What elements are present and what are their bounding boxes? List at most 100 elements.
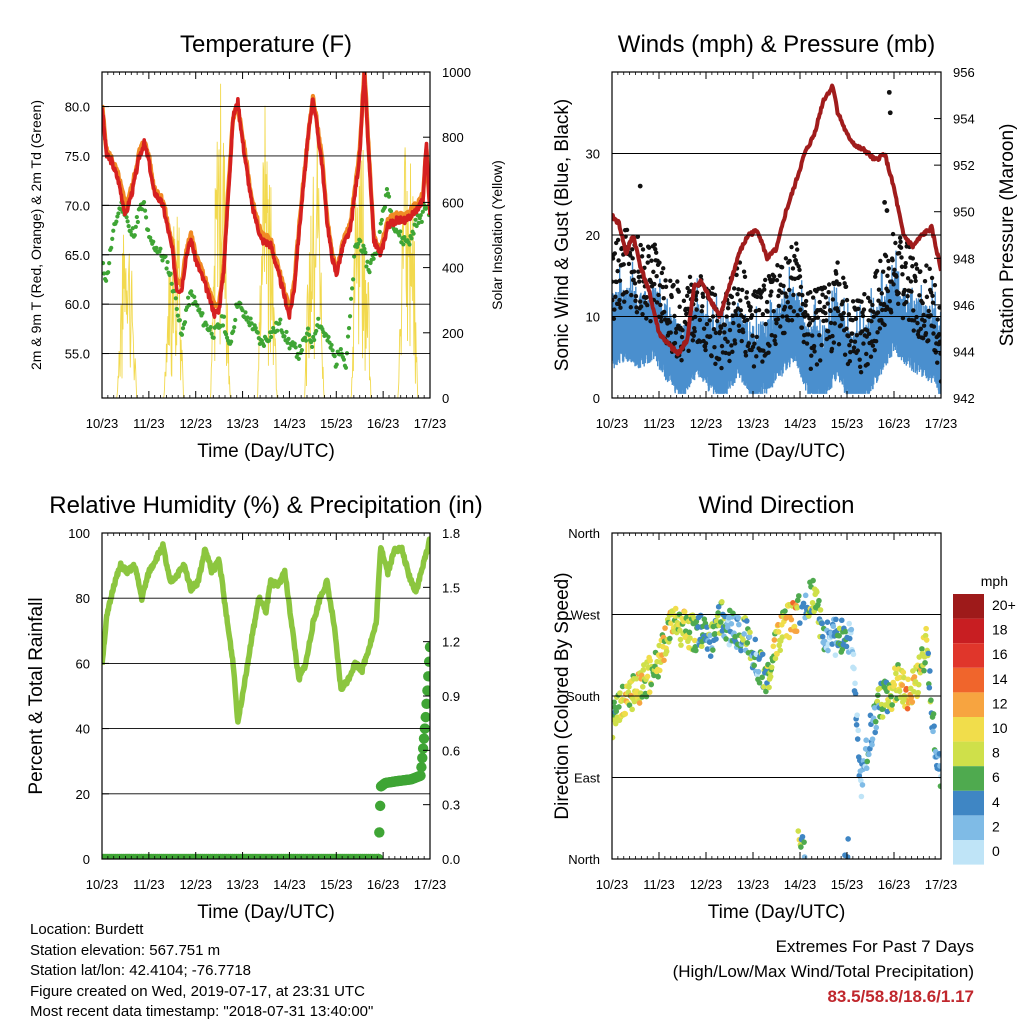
gust-point [628,305,633,310]
x-axis-label: Time (Day/UTC) [708,441,846,462]
direction-point [693,647,699,654]
gust-point [722,322,727,328]
gust-point [649,258,654,263]
dewpoint-point [182,320,188,325]
gust-point [633,298,638,304]
gust-point [812,349,817,354]
gust-point [885,273,890,278]
gust-point [712,292,718,297]
direction-point [871,705,878,711]
dewpoint-point [175,313,180,318]
gust-point [920,300,925,306]
gust-point [810,333,815,338]
y-tick-label: 80 [76,591,90,606]
gust-point [891,282,896,287]
dewpoint-point [187,302,192,308]
direction-point [893,670,899,677]
direction-point [839,646,846,653]
gust-point [713,361,718,367]
gust-point [668,330,673,335]
gust-point [897,235,903,241]
gust-point [709,353,714,359]
dewpoint-point [174,306,179,312]
dewpoint-point [165,259,170,265]
gust-point [803,303,808,308]
precip-point [420,711,430,723]
dewpoint-point [160,258,165,263]
x-tick-label: 15/23 [320,416,353,431]
gust-point [887,299,892,304]
colorbar-swatch [953,815,984,840]
dewpoint-point [126,224,131,229]
dewpoint-point [197,307,202,312]
y2-tick-label: 956 [953,65,975,80]
colorbar-swatch [953,692,984,717]
direction-point [612,699,617,706]
dewpoint-point [125,219,130,224]
direction-point [923,637,930,643]
solar-insolation-line [102,83,430,398]
direction-point [866,751,872,758]
gust-point [671,282,676,288]
gust-point [779,290,784,295]
gust-point [842,281,847,286]
y-axis-label-left: 2m & 9m T (Red, Orange) & 2m Td (Green) [28,100,44,370]
gust-point [843,284,849,289]
data-layer [612,83,941,394]
dewpoint-point [352,254,357,259]
gust-point [645,303,650,308]
dewpoint-point [177,318,182,323]
gust-point [852,339,858,344]
y2-tick-label: 942 [953,391,975,406]
gust-point [711,326,717,332]
y-tick-label: North [568,852,600,867]
gust-point [832,321,837,326]
gust-point [825,301,830,306]
direction-point [925,650,932,657]
y2-tick-label: 950 [953,205,975,220]
gust-point [659,270,665,276]
gust-point [871,309,876,315]
gust-point [782,304,788,310]
direction-point [905,676,911,683]
direction-point [797,620,803,626]
dewpoint-point [141,199,147,205]
gust-point [808,290,813,295]
gust-point [712,344,717,350]
gust-point [896,301,901,307]
direction-point [928,697,934,703]
x-tick-label: 14/23 [784,416,817,431]
dewpoint-point [398,229,403,234]
colorbar-swatch [953,618,984,644]
direction-point [814,589,820,595]
dewpoint-point [363,250,368,255]
dewpoint-point [420,209,425,214]
gust-point [773,341,778,347]
gust-point [775,317,781,322]
y2-tick-label: 954 [953,112,975,127]
direction-point [743,618,750,624]
gust-point [685,285,690,291]
gust-point [859,329,865,334]
gust-point [739,338,744,344]
direction-point [809,599,816,606]
gust-point [854,332,860,338]
gust-point [673,330,679,335]
dewpoint-point [367,269,372,275]
gust-point [765,309,770,314]
direction-point [801,839,807,845]
gust-point [667,319,673,325]
gust-point [690,338,696,343]
direction-point [752,636,759,643]
gust-point [638,304,644,309]
dewpoint-point [368,260,373,266]
dewpoint-point [299,347,304,353]
dewpoint-point [261,343,267,348]
dewpoint-point [116,211,121,216]
gust-point [876,298,881,303]
direction-point [704,646,711,652]
gust-point [826,282,832,287]
gust-point [659,318,664,324]
gust-point [904,299,909,305]
dewpoint-point [332,354,337,359]
